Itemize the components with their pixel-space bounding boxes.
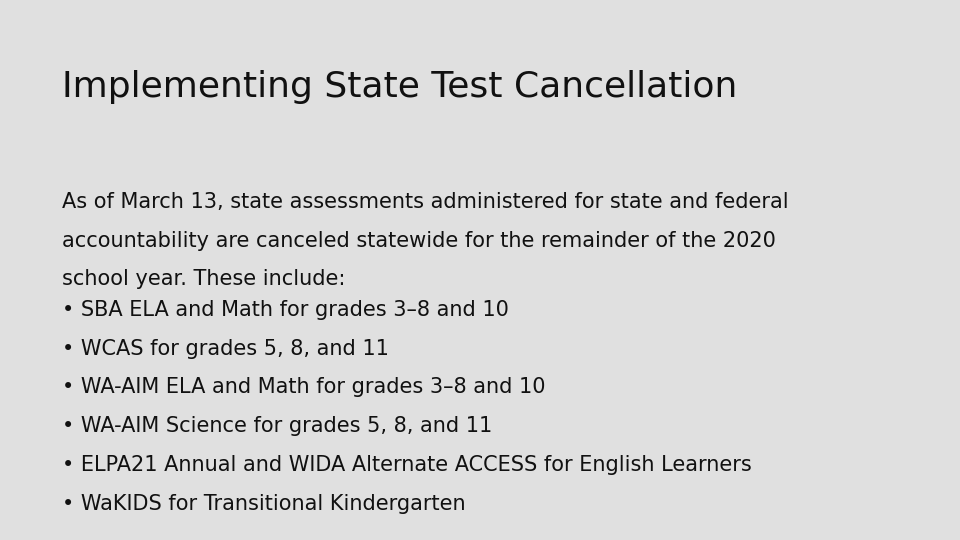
Text: • WA-AIM ELA and Math for grades 3–8 and 10: • WA-AIM ELA and Math for grades 3–8 and…	[62, 377, 546, 397]
Text: As of March 13, state assessments administered for state and federal: As of March 13, state assessments admini…	[62, 192, 789, 212]
Text: • SBA ELA and Math for grades 3–8 and 10: • SBA ELA and Math for grades 3–8 and 10	[62, 300, 509, 320]
Text: • WA-AIM Science for grades 5, 8, and 11: • WA-AIM Science for grades 5, 8, and 11	[62, 416, 492, 436]
Text: school year. These include:: school year. These include:	[62, 269, 346, 289]
Text: Implementing State Test Cancellation: Implementing State Test Cancellation	[62, 70, 738, 104]
Text: • WCAS for grades 5, 8, and 11: • WCAS for grades 5, 8, and 11	[62, 339, 389, 359]
Text: accountability are canceled statewide for the remainder of the 2020: accountability are canceled statewide fo…	[62, 231, 777, 251]
Text: • ELPA21 Annual and WIDA Alternate ACCESS for English Learners: • ELPA21 Annual and WIDA Alternate ACCES…	[62, 455, 752, 475]
Text: • WaKIDS for Transitional Kindergarten: • WaKIDS for Transitional Kindergarten	[62, 494, 466, 514]
